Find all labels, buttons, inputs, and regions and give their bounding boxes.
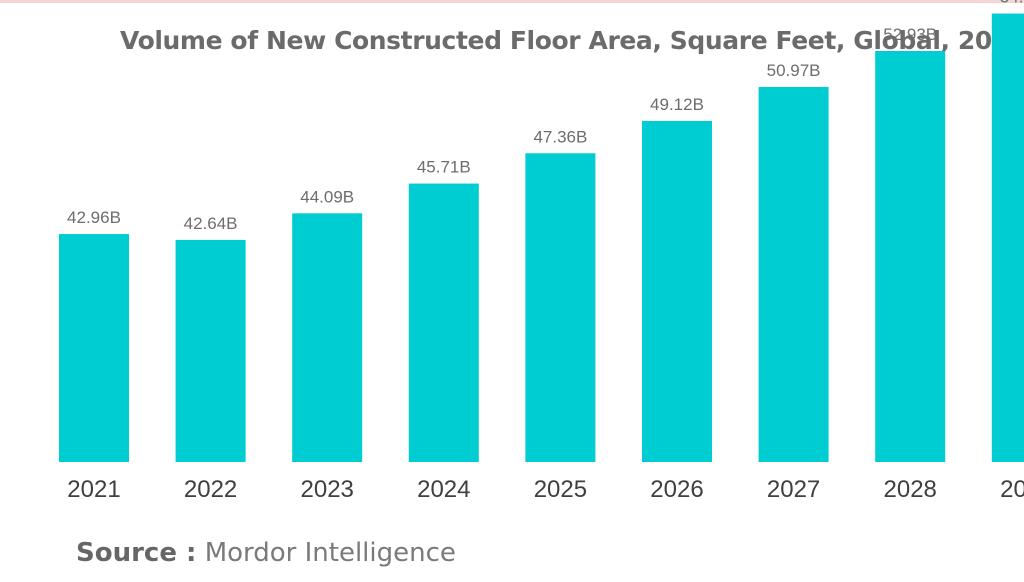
bar-2026 bbox=[642, 120, 712, 463]
x-tick-label-2023: 2023 bbox=[301, 476, 354, 503]
value-label-2024: 45.71B bbox=[417, 158, 471, 177]
bar-2028 bbox=[875, 51, 946, 463]
x-tick-label-2021: 2021 bbox=[67, 476, 120, 503]
value-label-2021: 42.96B bbox=[67, 208, 121, 227]
x-tick-label-2028: 2028 bbox=[884, 476, 937, 503]
source-line: Source : Mordor Intelligence bbox=[76, 538, 456, 568]
bar-2027 bbox=[758, 86, 829, 463]
source-value: Mordor Intelligence bbox=[204, 538, 456, 568]
value-label-2029: 54.97B bbox=[1000, 0, 1024, 7]
value-label-2028: 52.93B bbox=[883, 25, 937, 44]
chart-title: Volume of New Constructed Floor Area, Sq… bbox=[120, 26, 1024, 55]
source-label: Source : bbox=[76, 538, 197, 568]
x-tick-label-2026: 2026 bbox=[650, 476, 703, 503]
x-tick-label-2024: 2024 bbox=[417, 476, 470, 503]
x-tick-label-2029: 2029 bbox=[1000, 476, 1024, 503]
bar-2021 bbox=[59, 234, 129, 462]
x-tick-label-2022: 2022 bbox=[184, 476, 237, 503]
x-tick-label-2027: 2027 bbox=[767, 476, 820, 503]
value-label-2022: 42.64B bbox=[184, 214, 238, 233]
bar-2022 bbox=[175, 239, 246, 462]
bar-2025 bbox=[525, 153, 596, 463]
bar-2024 bbox=[408, 183, 479, 463]
bar-2029 bbox=[991, 13, 1024, 462]
top-accent-rule bbox=[0, 0, 1024, 3]
x-tick-label-2025: 2025 bbox=[534, 476, 587, 503]
value-label-2026: 49.12B bbox=[650, 95, 704, 114]
value-label-2023: 44.09B bbox=[300, 187, 354, 206]
value-label-2027: 50.97B bbox=[767, 61, 821, 80]
bar-2023 bbox=[292, 213, 363, 462]
value-label-2025: 47.36B bbox=[533, 127, 587, 146]
